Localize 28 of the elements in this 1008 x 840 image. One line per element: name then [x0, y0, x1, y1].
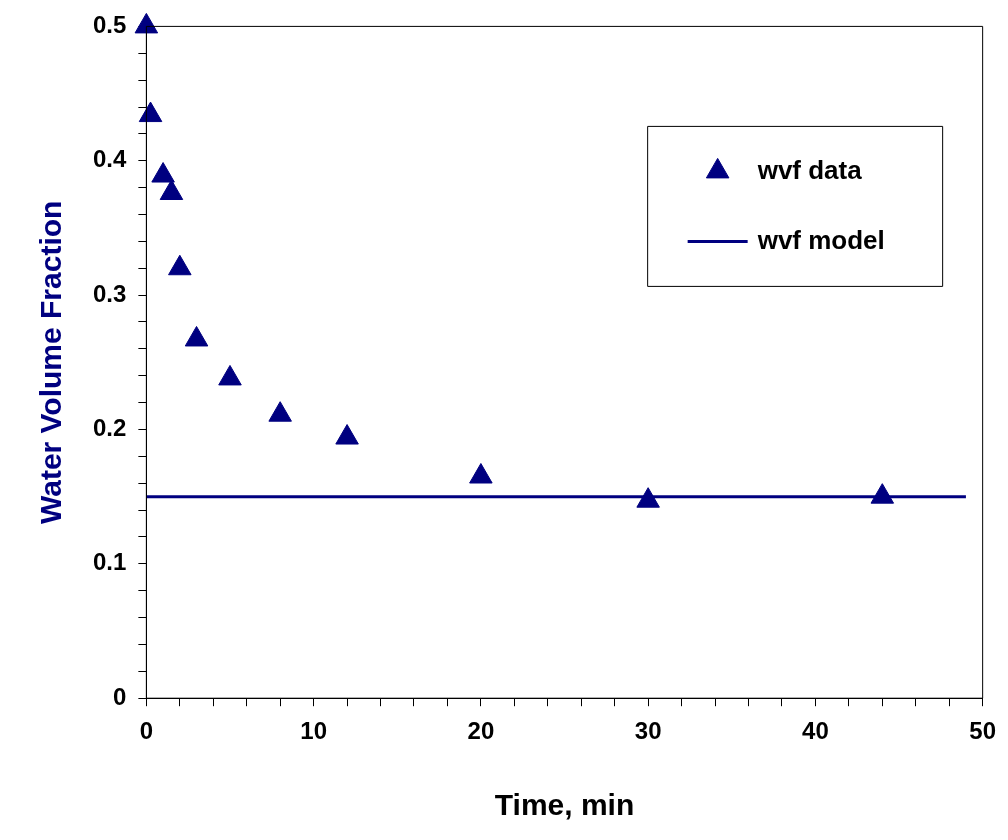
- x-tick-label: 50: [969, 717, 996, 745]
- point: [168, 254, 192, 276]
- x-tick-label: 40: [802, 717, 829, 745]
- point: [134, 12, 159, 34]
- point: [636, 487, 660, 508]
- x-tick-label: 10: [300, 717, 327, 745]
- y-tick-label: 0.4: [92, 145, 127, 173]
- point: [218, 364, 242, 386]
- y-tick-label: 0: [113, 682, 127, 710]
- x-tick-label: 0: [139, 717, 154, 745]
- y-tick-label: 0.3: [92, 279, 127, 307]
- x-tick-label: 30: [634, 717, 662, 745]
- point: [151, 162, 175, 183]
- point: [469, 463, 493, 484]
- legend-label: wvf data: [756, 154, 863, 185]
- x-tick-label: 20: [467, 717, 495, 745]
- y-tick-label: 0.1: [92, 548, 127, 576]
- point: [335, 424, 359, 445]
- legend-label: wvf model: [756, 224, 885, 255]
- point: [159, 179, 184, 201]
- point: [138, 101, 163, 123]
- point: [268, 401, 292, 422]
- point: [184, 325, 209, 347]
- y-tick-label: 0.2: [92, 414, 127, 442]
- y-axis-title: Water Volume Fraction: [34, 200, 68, 524]
- x-axis-title: Time, min: [494, 788, 635, 822]
- y-tick-label: 0.5: [92, 11, 127, 39]
- point: [870, 483, 895, 504]
